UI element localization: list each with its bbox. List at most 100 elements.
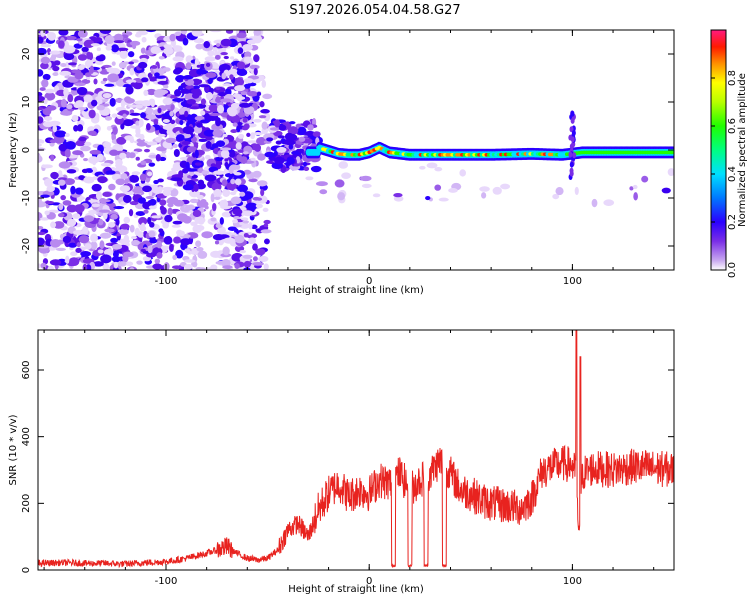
spectrogram-cell (83, 176, 95, 184)
spectrogram-cell (158, 228, 164, 233)
spectrogram-cell (68, 242, 77, 248)
spectrogram-cell (221, 72, 227, 80)
spectrogram-cell (40, 62, 49, 70)
spectrogram-cell (139, 173, 147, 182)
spectrogram-cell (225, 141, 237, 149)
spectrogram-cell (50, 171, 59, 179)
spectrogram-cell (312, 131, 321, 137)
spectrogram-cell (184, 204, 196, 211)
spectrogram-cell (246, 132, 251, 138)
spectrogram-cell (60, 98, 67, 108)
spectrogram-cell (569, 143, 574, 150)
spectrogram-cell (115, 218, 120, 226)
spectrogram-cell (174, 67, 183, 74)
spectrogram-cell (194, 162, 202, 166)
spectrogram-cell (148, 198, 157, 206)
spectrogram-cell (191, 30, 203, 37)
spectrogram-cell (89, 209, 97, 214)
spectrogram-cell (88, 199, 99, 203)
spectrogram-cell (263, 219, 271, 225)
spectrogram-cell (223, 237, 236, 244)
spectrogram-cell (59, 70, 72, 76)
spectrogram-cell (135, 156, 140, 161)
y-tick-label: 10 (21, 96, 32, 109)
spectrogram-cell (203, 40, 211, 49)
spectrogram-cell (152, 263, 163, 270)
spectrogram-cell (189, 198, 199, 204)
spectrogram-cell (142, 185, 152, 193)
snr-plot: -100 0 100 0 200 400 600 Height of straight l… (8, 329, 675, 595)
spectrogram-cell (252, 261, 264, 266)
spectrogram-cell (132, 43, 137, 50)
spectrogram-cell (274, 156, 285, 165)
spectrogram-cell (297, 148, 304, 153)
spectrogram-cell (215, 156, 224, 162)
spectrogram-cell (106, 67, 115, 73)
spectrogram-cell (72, 150, 84, 156)
spectrogram-cell (216, 226, 226, 235)
spectrogram-cell (98, 218, 104, 226)
spectrogram-cell (38, 138, 44, 144)
spectrogram-cell (97, 249, 104, 254)
spectrogram-cell (162, 221, 170, 229)
spectrogram-cell (234, 234, 245, 244)
spectrogram-cell (66, 204, 78, 213)
spectrogram-cell (91, 99, 98, 107)
spectrogram-cell (250, 157, 256, 161)
spectrogram-cell (53, 221, 65, 229)
spectrogram-cell (260, 229, 272, 234)
spectrogram-cell (46, 185, 55, 192)
spectrogram-cell (38, 95, 45, 102)
spectrogram-cell (246, 91, 258, 97)
spectrogram-cell (123, 216, 131, 224)
spectrogram-cell (255, 37, 263, 42)
spectrogram-cell (275, 140, 282, 145)
spectrogram-cell (81, 168, 89, 174)
spectrogram-cell (293, 163, 300, 167)
spectrogram-cell (341, 172, 351, 180)
spectrogram-cell (52, 125, 58, 133)
spectrogram-cell (113, 205, 125, 210)
spectrogram-cell (239, 191, 246, 197)
spectrogram-cell (87, 130, 97, 136)
spectrogram-cell (434, 184, 442, 191)
spectrogram-cell (258, 255, 269, 263)
spectrogram-cell (60, 194, 67, 201)
spectrogram-cell (116, 136, 127, 145)
spectrogram-cell (58, 161, 71, 169)
spectrogram-cell (194, 115, 205, 121)
spectrogram-cell (197, 250, 208, 259)
spectrogram-cell (196, 182, 206, 190)
spectrogram-cell (163, 235, 173, 245)
spectrogram-x-label: Height of straight line (km) (288, 285, 424, 296)
spectrogram-cell (248, 178, 258, 183)
spectrogram-cell (81, 79, 91, 84)
spectrogram-cell (219, 199, 229, 208)
spectrogram-cell (372, 193, 381, 198)
spectrogram-cell (629, 186, 634, 191)
spectrogram-cell (155, 153, 161, 162)
spectrogram-cell (200, 98, 207, 105)
spectrogram-cell (184, 110, 189, 118)
spectrogram-cell (204, 154, 211, 160)
spectrogram-cell (632, 184, 638, 190)
spectrogram-cell (170, 119, 176, 125)
colorbar-label: Normalized spectral amplitude (737, 73, 748, 227)
spectrogram-cell (426, 162, 438, 169)
spectrogram-cell (108, 183, 116, 191)
spectrogram-cell (157, 80, 169, 85)
spectrogram-cell (150, 46, 161, 54)
spectrogram-cell (236, 61, 246, 70)
spectrogram-cell (77, 124, 84, 132)
spectrogram-cell (195, 240, 202, 248)
spectrogram-cell (205, 72, 217, 79)
spectrogram-cell (115, 78, 125, 87)
spectrogram-cell (568, 134, 573, 141)
spectrogram-cell (217, 104, 225, 114)
spectrogram-cell (459, 169, 467, 177)
spectrogram-cell (84, 72, 92, 77)
spectrogram-cell (42, 121, 54, 128)
spectrogram-cell (102, 191, 112, 197)
spectrogram-cell (67, 218, 77, 227)
